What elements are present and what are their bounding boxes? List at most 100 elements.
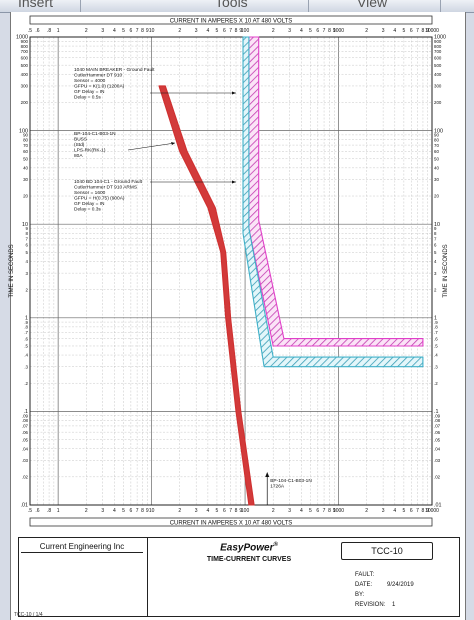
x-tick-label-top: 6 bbox=[223, 28, 226, 34]
by-label: BY: bbox=[355, 592, 365, 598]
x-tick-label-top: 100 bbox=[241, 28, 250, 34]
ribbon-separator bbox=[308, 0, 309, 12]
series-label-2: CutlerHammer DT 910 ARMS bbox=[74, 185, 137, 191]
x-tick-label-bottom: 9 bbox=[239, 508, 242, 514]
x-tick-label-bottom: 8 bbox=[235, 508, 238, 514]
y-tick-label-right: .3 bbox=[434, 364, 438, 369]
y-tick-label-right: 600 bbox=[434, 55, 442, 60]
y-tick-label-right: 100 bbox=[434, 128, 443, 134]
y-tick-label-right: 70 bbox=[434, 143, 439, 148]
y-tick-label-left: 60 bbox=[23, 149, 28, 154]
x-tick-label-bottom: 6 bbox=[129, 508, 132, 514]
y-tick-label-left: 400 bbox=[21, 72, 29, 77]
tab-view[interactable]: View bbox=[357, 0, 388, 10]
x-tick-label-bottom: 2 bbox=[365, 508, 368, 514]
title-block: Current Engineering Inc EasyPower® TIME-… bbox=[18, 537, 460, 617]
y-tick-label-right: .05 bbox=[434, 437, 441, 442]
x-tick-label-bottom: 10000 bbox=[425, 508, 439, 514]
x-tick-label-top: 9 bbox=[239, 28, 242, 34]
y-axis-title: TIME IN SECONDS bbox=[9, 244, 15, 297]
leader-line bbox=[127, 142, 176, 151]
x-tick-label-top: 9 bbox=[426, 28, 429, 34]
x-tick-label-top: 7 bbox=[323, 28, 326, 34]
y-tick-label-left: .04 bbox=[22, 446, 29, 451]
x-tick-label-bottom: 4 bbox=[393, 508, 396, 514]
leader-arrow bbox=[232, 180, 236, 184]
y-tick-label-right: .1 bbox=[434, 409, 439, 415]
x-tick-label-bottom: 100 bbox=[241, 508, 250, 514]
y-tick-label-left: 300 bbox=[21, 84, 29, 89]
y-tick-label-right: .06 bbox=[434, 430, 441, 435]
x-tick-label-bottom: .6 bbox=[35, 508, 39, 514]
tab-tools[interactable]: Tools bbox=[215, 0, 248, 10]
x-tick-label-top: 5 bbox=[402, 28, 405, 34]
tab-insert[interactable]: Insert bbox=[18, 0, 54, 10]
y-tick-label-right: .07 bbox=[434, 424, 441, 429]
y-tick-label-left: .4 bbox=[24, 353, 28, 358]
plot-frame bbox=[29, 36, 433, 506]
y-tick-label-left: .01 bbox=[21, 503, 29, 509]
y-tick-label-right: .02 bbox=[434, 475, 441, 480]
y-tick-label-left: 500 bbox=[21, 63, 29, 68]
leader-arrow bbox=[171, 142, 175, 145]
series-label-2: GFPU = H(0.75) (900A) bbox=[74, 196, 125, 202]
y-tick-label-left: 2 bbox=[26, 287, 29, 292]
y-tick-label-right: 50 bbox=[434, 156, 439, 161]
y-tick-label-left: 8 bbox=[26, 231, 29, 236]
y-tick-label-right: 80 bbox=[434, 137, 439, 142]
x-tick-label-bottom: 2 bbox=[178, 508, 181, 514]
x-tick-label-top: .5 bbox=[28, 28, 32, 34]
x-tick-label-bottom: 3 bbox=[288, 508, 291, 514]
y-tick-label-left: .2 bbox=[24, 381, 28, 386]
y-tick-label-right: 10 bbox=[434, 222, 440, 228]
y-tick-label-left: .6 bbox=[24, 336, 28, 341]
y-tick-label-left: .7 bbox=[24, 330, 28, 335]
brand-name: EasyPower® bbox=[220, 542, 278, 554]
x-tick-label-top: 9 bbox=[146, 28, 149, 34]
y-tick-label-right: 6 bbox=[434, 243, 437, 248]
y-tick-label-right: .7 bbox=[434, 330, 438, 335]
x-tick-label-bottom: 4 bbox=[300, 508, 303, 514]
x-tick-label-top: 1000 bbox=[333, 28, 344, 34]
y-tick-label-right: 9 bbox=[434, 226, 437, 231]
series-label-1: CutlerHammer DT 910 bbox=[74, 73, 122, 79]
y-tick-label-left: 50 bbox=[23, 156, 28, 161]
drawing-id: TCC-10 bbox=[341, 542, 433, 560]
x-tick-label-bottom: 6 bbox=[316, 508, 319, 514]
y-tick-label-right: 40 bbox=[434, 166, 439, 171]
x-tick-label-top: 6 bbox=[129, 28, 132, 34]
y-tick-label-right: .5 bbox=[434, 344, 438, 349]
series-label-1: GF Delay = IN bbox=[74, 89, 105, 95]
x-tick-label-bottom: 8 bbox=[422, 508, 425, 514]
x-tick-label-bottom: 7 bbox=[323, 508, 326, 514]
y-tick-label-right: .09 bbox=[434, 413, 441, 418]
y-tick-label-right: 200 bbox=[434, 100, 442, 105]
y-tick-label-right: 500 bbox=[434, 63, 442, 68]
series-label-2: GF Delay = IN bbox=[74, 201, 105, 207]
series-label-2: 1040 BD 104-C1 - Ground Fault bbox=[74, 179, 143, 185]
y-tick-label-right: .01 bbox=[434, 503, 442, 509]
x-tick-label-top: 5 bbox=[216, 28, 219, 34]
x-tick-label-top: 8 bbox=[141, 28, 144, 34]
x-tick-label-bottom: 3 bbox=[101, 508, 104, 514]
x-tick-label-bottom: 6 bbox=[410, 508, 413, 514]
x-tick-label-bottom: .8 bbox=[47, 508, 51, 514]
revision-value: 1 bbox=[392, 602, 396, 608]
y-tick-label-right: 5 bbox=[434, 250, 437, 255]
x-tick-label-top: .6 bbox=[35, 28, 39, 34]
x-tick-label-bottom: 4 bbox=[113, 508, 116, 514]
x-tick-label-top: 7 bbox=[416, 28, 419, 34]
company-name: Current Engineering Inc bbox=[21, 542, 143, 553]
series-band-2 bbox=[242, 36, 424, 368]
y-tick-label-left: 5 bbox=[26, 250, 29, 255]
y-tick-label-left: .08 bbox=[22, 418, 29, 423]
series-label-3: BUSS bbox=[74, 137, 87, 143]
x-tick-label-bottom: 5 bbox=[309, 508, 312, 514]
series-label-3: 80A bbox=[74, 153, 83, 159]
x-tick-label-bottom: 3 bbox=[195, 508, 198, 514]
y-tick-label-left: .9 bbox=[24, 320, 28, 325]
fault-label: FAULT: bbox=[355, 572, 375, 578]
x-tick-label-top: .8 bbox=[47, 28, 51, 34]
y-tick-label-left: 6 bbox=[26, 243, 29, 248]
revision-label: REVISION: bbox=[355, 602, 386, 608]
